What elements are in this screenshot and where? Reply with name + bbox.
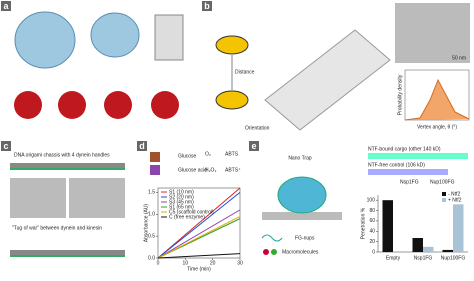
scale-label: 50 nm [452, 55, 466, 61]
legend-label: S1 (10 nm) [169, 189, 194, 195]
scheme-text: Glucose [178, 153, 197, 159]
axis-label: Probability density [397, 74, 403, 115]
panel-d-illustration: d Glucose Glucose acid O₂ H₂O₂ ABTS ABTS… [137, 141, 241, 175]
scheme-text: ABTS⁺ [225, 167, 241, 173]
legend-swatch [442, 198, 446, 202]
construct: NTF-free control (106 kD) [368, 162, 425, 168]
legend-label: C5 (scaffold control) [169, 209, 214, 215]
y-tick-label: 1.5 [148, 190, 155, 196]
x-tick-label: 10 [183, 260, 189, 266]
construct: NTF-bound cargo (other 140 kD) [368, 146, 441, 152]
panel-label: b [204, 1, 210, 11]
legend-label: S1 (65 nm) [169, 204, 194, 210]
y-tick-label: 100 [367, 198, 376, 204]
bar [423, 246, 434, 252]
y-tick-label: 1.0 [148, 212, 155, 218]
x-axis-label: Time (min) [187, 266, 211, 272]
x-tick-label: Empty [386, 255, 401, 261]
y-tick-label: 40 [369, 229, 375, 235]
panel-b-illustration: b Distance Orientation 50 nm Probability… [202, 1, 470, 131]
scheme-text: ABTS [225, 151, 239, 157]
data-line [157, 215, 241, 259]
x-tick-label: 0 [157, 260, 160, 266]
y-tick-label: 60 [369, 218, 375, 224]
y-axis-label: Penetration % [360, 207, 366, 239]
caption: DNA origami chassis with 4 dynein handle… [14, 152, 110, 158]
bar [442, 249, 453, 252]
bar [382, 200, 393, 252]
data-line [157, 187, 241, 259]
x-tick-label: 20 [210, 260, 216, 266]
axis-label: Vertex angle, θ (°) [417, 124, 457, 130]
label: Distance [235, 69, 255, 75]
legend-swatch [442, 192, 446, 196]
panel-label: d [139, 141, 145, 151]
panel-label: e [251, 141, 256, 151]
title: Nano Trap [288, 155, 312, 161]
y-tick-label: 0.5 [148, 233, 155, 239]
panel-a-illustration: a [1, 1, 184, 119]
y-tick-label: 0.0 [148, 255, 155, 261]
x-tick-label: Nsp1FG [414, 255, 433, 261]
legend-text: Macromolecules [282, 249, 319, 255]
x-tick-label: Nup100FG [441, 255, 466, 261]
scheme-text: Glucose acid [178, 167, 207, 173]
data-line [157, 191, 241, 259]
data-line [157, 209, 241, 259]
bar [412, 238, 423, 252]
x-tick-label: 30 [237, 260, 243, 266]
panel-label: c [3, 141, 8, 151]
data-line [157, 253, 241, 259]
legend-label: S3 (45 nm) [169, 199, 194, 205]
label: Orientation [245, 125, 270, 131]
y-tick-label: 0 [372, 249, 375, 255]
variant: Nup100FG [430, 179, 455, 185]
legend-text: FG-nups [295, 235, 315, 241]
scheme-text: O₂ [205, 151, 211, 157]
caption: "Tug of war" between dynein and kinesin [12, 225, 102, 231]
bar [453, 204, 464, 252]
panel-e-illustration: e Nano Trap FG-nups Macromolecules NTF-b… [249, 141, 468, 255]
scheme-text: H₂O₂ [205, 167, 216, 173]
panel-c-illustration: c DNA origami chassis with 4 dynein hand… [1, 141, 125, 257]
legend-label: C (free enzyme) [169, 214, 205, 220]
plot-frame [157, 187, 241, 259]
legend-label: S2 (20 nm) [169, 194, 194, 200]
panel-label: a [3, 1, 9, 11]
y-axis-label: Absorbance (AU) [143, 203, 149, 242]
y-tick-label: 20 [369, 239, 375, 245]
variant: Nsp1FG [400, 179, 419, 185]
legend-label: + Ntf2 [448, 197, 462, 203]
legend-label: - Ntf2 [448, 191, 460, 197]
y-tick-label: 80 [369, 208, 375, 214]
